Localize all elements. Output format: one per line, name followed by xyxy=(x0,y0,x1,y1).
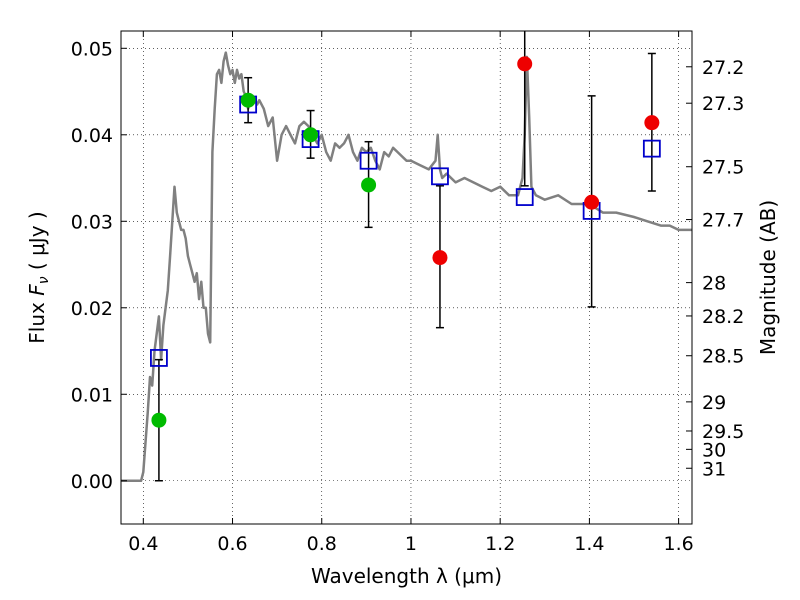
y-tick-label: 0.02 xyxy=(71,298,113,320)
x-tick-label: 1.6 xyxy=(664,533,694,555)
model-photometry-point xyxy=(359,151,378,170)
x-tick-label: 0.8 xyxy=(307,533,337,555)
magnitude-tick-label: 27.2 xyxy=(702,57,744,79)
detection-point xyxy=(240,92,256,108)
x-tick-label: 1 xyxy=(405,533,417,555)
x-axis-label: Wavelength λ (μm) xyxy=(311,564,502,588)
magnitude-tick-label: 28.5 xyxy=(702,346,744,368)
y-axis-label-prefix: Flux xyxy=(25,296,49,344)
y-axis-label-subscript: ν xyxy=(36,276,52,284)
y-tick-label: 0.00 xyxy=(71,471,113,493)
upper-limit-point xyxy=(517,56,533,72)
upper-limit-point xyxy=(584,194,600,210)
y-tick-label: 0.04 xyxy=(71,125,113,147)
sed-curve xyxy=(121,51,692,483)
y-axis-label-units: ( μJy ) xyxy=(25,211,49,276)
ticks: 0.4 0.6 0.8 1 1.2 1.4 1.6 0.00 0.01 0.02 0.03 0.04 0… xyxy=(71,31,744,555)
y-axis-label: Flux Fν ( μJy ) xyxy=(25,211,52,343)
model-photometry-point xyxy=(642,139,661,158)
axes-frame xyxy=(120,30,693,525)
magnitude-tick-label: 28.2 xyxy=(702,306,744,328)
detection-point xyxy=(303,127,319,143)
y-axis-label-symbol: F xyxy=(25,284,49,296)
model-photometry-point xyxy=(150,349,168,367)
model-photometry-point xyxy=(431,167,449,186)
x-tick-label: 0.4 xyxy=(128,533,158,555)
x-tick-label: 1.2 xyxy=(485,533,515,555)
magnitude-axis-label: Magnitude (AB) xyxy=(756,200,780,355)
magnitude-tick-label: 29 xyxy=(702,392,726,414)
magnitude-tick-label: 30 xyxy=(702,439,726,461)
magnitude-tick-label: 27.3 xyxy=(702,93,744,115)
x-tick-label: 1.4 xyxy=(574,533,604,555)
model-photometry-point xyxy=(515,188,534,206)
y-tick-label: 0.05 xyxy=(71,38,113,60)
magnitude-tick-label: 28 xyxy=(702,273,726,295)
detection-point xyxy=(361,177,377,193)
plot-area xyxy=(121,31,692,483)
upper-limit-point xyxy=(644,115,660,131)
magnitude-tick-label: 27.7 xyxy=(702,210,744,232)
magnitude-tick-label: 27.5 xyxy=(702,157,744,179)
upper-limit-point xyxy=(432,250,448,266)
y-tick-label: 0.03 xyxy=(71,211,113,233)
magnitude-tick-label: 31 xyxy=(702,458,726,480)
magnitude-tick-label: 29.5 xyxy=(702,421,744,443)
x-tick-label: 0.6 xyxy=(217,533,247,555)
detection-point xyxy=(151,412,167,428)
y-tick-label: 0.01 xyxy=(71,384,113,406)
